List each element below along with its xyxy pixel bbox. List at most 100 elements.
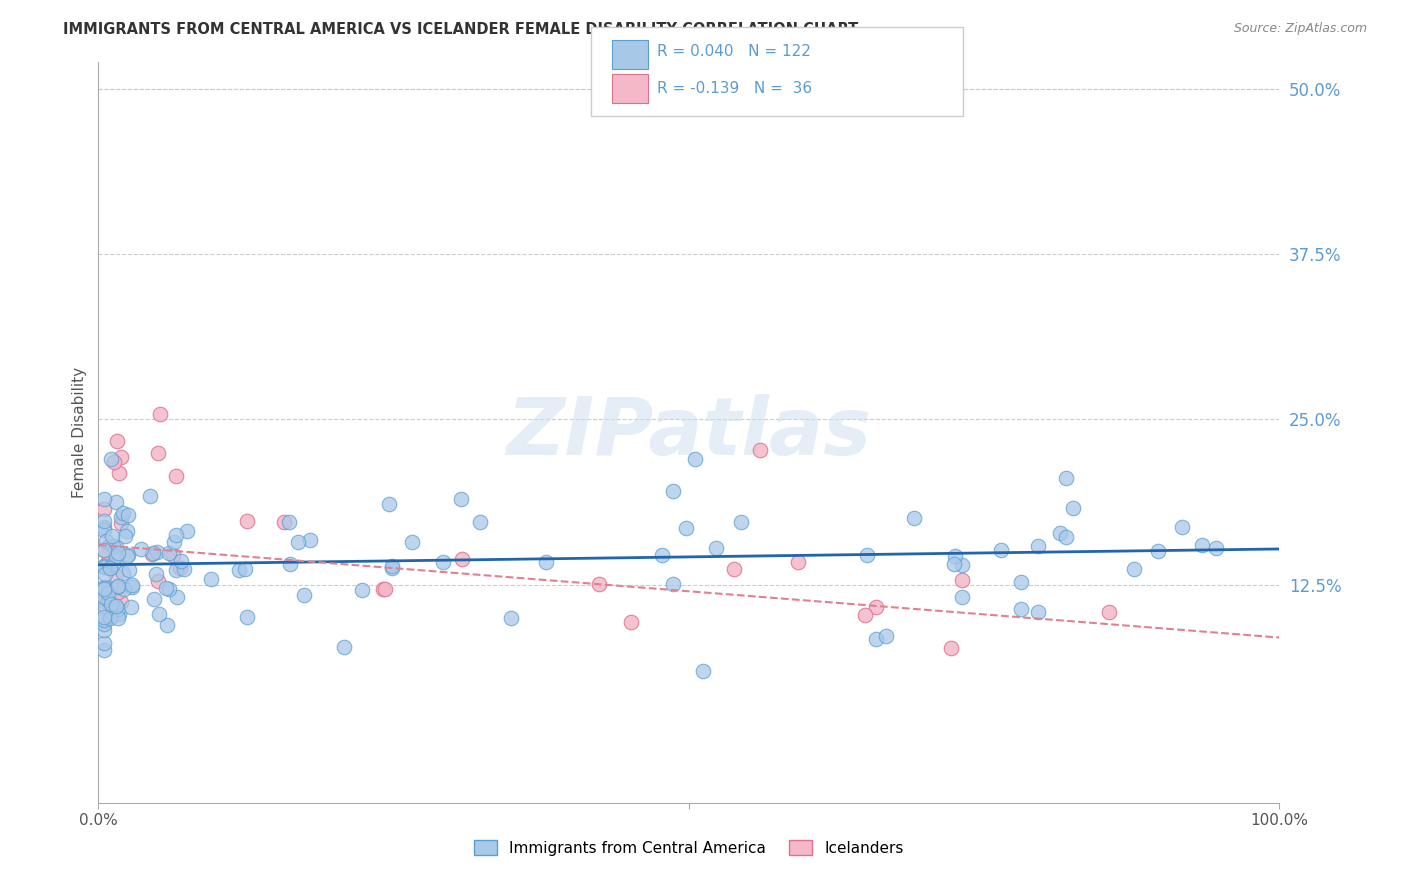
Point bbox=[104, 569, 127, 583]
Point bbox=[165, 468, 187, 483]
Point bbox=[107, 546, 129, 560]
Point bbox=[374, 582, 396, 596]
Point bbox=[117, 548, 139, 562]
Point bbox=[93, 636, 115, 650]
Legend: Immigrants from Central America, Icelanders: Immigrants from Central America, Iceland… bbox=[468, 834, 910, 862]
Point bbox=[163, 534, 186, 549]
Point bbox=[662, 577, 685, 591]
Point bbox=[100, 608, 122, 623]
Point bbox=[103, 455, 125, 469]
Point bbox=[94, 566, 117, 581]
Point bbox=[730, 515, 752, 529]
Point bbox=[470, 516, 492, 530]
Point bbox=[111, 566, 134, 580]
Point bbox=[97, 593, 120, 607]
Point bbox=[1010, 601, 1032, 615]
Point bbox=[432, 555, 454, 569]
Point bbox=[1098, 605, 1121, 619]
Point bbox=[100, 529, 122, 543]
Point bbox=[110, 510, 132, 524]
Point bbox=[101, 604, 124, 618]
Point bbox=[100, 561, 122, 575]
Point bbox=[108, 466, 131, 480]
Point bbox=[96, 556, 118, 570]
Point bbox=[145, 545, 167, 559]
Point bbox=[93, 515, 115, 529]
Point bbox=[93, 543, 115, 558]
Point bbox=[157, 582, 180, 597]
Point bbox=[114, 529, 136, 543]
Text: R = -0.139   N =  36: R = -0.139 N = 36 bbox=[657, 81, 811, 95]
Point bbox=[235, 514, 257, 528]
Point bbox=[100, 451, 122, 466]
Point bbox=[378, 497, 401, 511]
Point bbox=[97, 586, 120, 600]
Point bbox=[990, 543, 1012, 558]
Point bbox=[371, 582, 394, 596]
Point bbox=[950, 573, 973, 587]
Point bbox=[107, 611, 129, 625]
Point bbox=[107, 584, 129, 599]
Point bbox=[110, 516, 132, 530]
Point bbox=[93, 582, 115, 596]
Point bbox=[93, 610, 115, 624]
Point bbox=[93, 616, 115, 631]
Point bbox=[235, 610, 257, 624]
Point bbox=[853, 608, 876, 623]
Point bbox=[93, 594, 115, 608]
Point bbox=[110, 450, 132, 465]
Point bbox=[93, 520, 115, 534]
Point bbox=[200, 572, 222, 586]
Point bbox=[93, 580, 115, 594]
Point bbox=[93, 613, 115, 627]
Point bbox=[107, 579, 129, 593]
Point bbox=[381, 558, 404, 573]
Point bbox=[100, 597, 122, 611]
Point bbox=[176, 524, 198, 538]
Point bbox=[166, 591, 188, 605]
Point bbox=[105, 540, 128, 554]
Text: IMMIGRANTS FROM CENTRAL AMERICA VS ICELANDER FEMALE DISABILITY CORRELATION CHART: IMMIGRANTS FROM CENTRAL AMERICA VS ICELA… bbox=[63, 22, 859, 37]
Text: Source: ZipAtlas.com: Source: ZipAtlas.com bbox=[1233, 22, 1367, 36]
Point bbox=[865, 632, 887, 647]
Point bbox=[1010, 574, 1032, 589]
Point bbox=[93, 491, 115, 506]
Point bbox=[107, 602, 129, 616]
Point bbox=[1054, 471, 1077, 485]
Point bbox=[233, 562, 256, 576]
Point bbox=[93, 502, 115, 516]
Point bbox=[105, 580, 128, 594]
Point bbox=[117, 524, 139, 538]
Point bbox=[93, 560, 115, 574]
Point bbox=[865, 600, 887, 615]
Point bbox=[1049, 525, 1071, 540]
Point bbox=[105, 434, 128, 448]
Point bbox=[149, 407, 172, 421]
Point bbox=[875, 629, 897, 643]
Point bbox=[93, 590, 115, 604]
Point bbox=[856, 548, 879, 562]
Point bbox=[93, 543, 115, 558]
Point bbox=[333, 640, 356, 654]
Point bbox=[723, 561, 745, 575]
Point bbox=[941, 641, 963, 656]
Point bbox=[93, 523, 115, 537]
Point bbox=[692, 664, 714, 678]
Point bbox=[1123, 562, 1146, 576]
Point bbox=[1026, 605, 1049, 619]
Point bbox=[536, 555, 558, 569]
Point bbox=[104, 549, 127, 563]
Point bbox=[110, 595, 132, 609]
Point bbox=[118, 563, 141, 577]
Point bbox=[145, 566, 167, 581]
Point bbox=[1026, 539, 1049, 553]
Point bbox=[787, 556, 810, 570]
Point bbox=[450, 552, 472, 566]
Point bbox=[165, 563, 187, 577]
Point bbox=[94, 599, 117, 613]
Point bbox=[228, 563, 250, 577]
Point bbox=[675, 521, 697, 535]
Point bbox=[120, 600, 142, 615]
Point bbox=[112, 582, 135, 596]
Point bbox=[450, 491, 472, 506]
